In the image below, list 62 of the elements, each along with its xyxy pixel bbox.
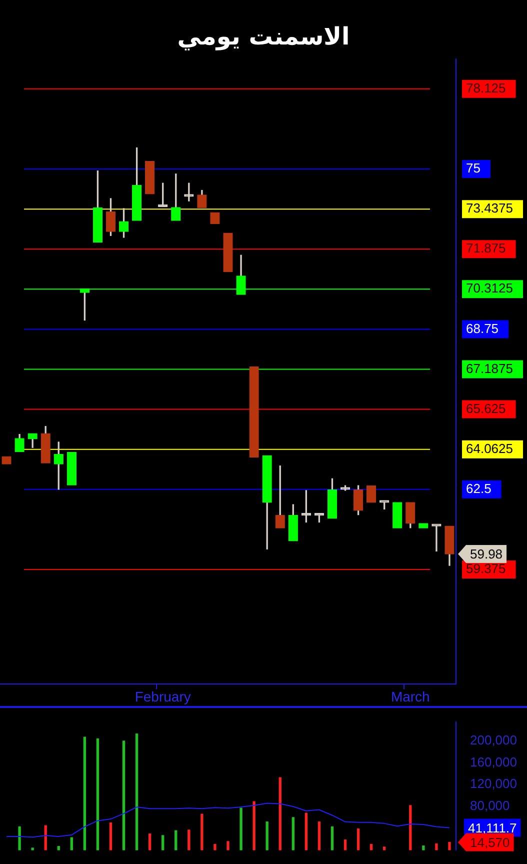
bar: [18, 826, 21, 850]
bar: [448, 842, 451, 850]
bar: [200, 814, 204, 850]
text: 59.98: [470, 546, 503, 562]
bar: [252, 801, 256, 850]
bar: [162, 835, 164, 850]
y-tick-label: 67.1875: [466, 360, 513, 376]
y-tick-label: 78.125: [466, 80, 506, 96]
chart-title: الاسمنت يومي: [177, 22, 350, 51]
bar: [240, 808, 242, 850]
bar: [409, 805, 412, 850]
bar: [96, 738, 100, 850]
y-tick-label: 64.0625: [466, 440, 513, 456]
bar: [278, 777, 282, 850]
bar: [304, 812, 308, 850]
bar: [214, 844, 216, 850]
y-tick-label: 62.5: [466, 480, 492, 496]
bar: [57, 846, 60, 850]
candlestick: [392, 502, 402, 528]
y-tick-label: 160,000: [470, 754, 517, 770]
text: 41,111.7: [468, 820, 517, 836]
bar: [31, 848, 34, 850]
bar: [330, 826, 334, 850]
bar: [226, 841, 230, 850]
bar: [344, 839, 347, 850]
candlestick: [444, 526, 454, 566]
y-tick-label: 200,000: [470, 732, 517, 748]
candlestick: [366, 485, 376, 503]
y-tick-label: 120,000: [470, 776, 517, 792]
y-tick-label: 59.375: [466, 561, 506, 576]
bar: [70, 837, 73, 850]
bar: [292, 817, 294, 850]
y-tick-label: 73.4375: [466, 200, 513, 216]
candlestick: [145, 160, 155, 194]
bar: [370, 844, 373, 850]
bar: [148, 833, 152, 850]
candlestick: [223, 232, 233, 272]
candlestick: [249, 366, 259, 458]
candlestick: [28, 433, 38, 448]
candlestick: [418, 523, 428, 528]
bar: [174, 830, 178, 850]
candlestick: [66, 452, 76, 486]
bar: [109, 822, 112, 850]
bar: [122, 740, 126, 850]
x-tick-label: February: [134, 688, 191, 704]
y-tick-label: 70.3125: [466, 280, 513, 296]
x-tick-label: March: [390, 688, 430, 704]
y-tick-label: 65.625: [466, 400, 506, 416]
y-tick-label: 75: [466, 160, 480, 176]
bar: [135, 733, 138, 850]
y-tick-label: 68.75: [466, 320, 499, 336]
bar: [83, 736, 86, 850]
bar: [435, 843, 438, 850]
y-tick-label: 71.875: [466, 240, 506, 256]
bar: [422, 846, 425, 850]
bar: [318, 821, 321, 850]
bar: [383, 846, 386, 850]
text: 14,570: [470, 834, 510, 850]
y-tick-label: 80,000: [470, 798, 510, 814]
bar: [188, 830, 190, 850]
bar: [356, 828, 360, 850]
bar: [266, 821, 268, 850]
